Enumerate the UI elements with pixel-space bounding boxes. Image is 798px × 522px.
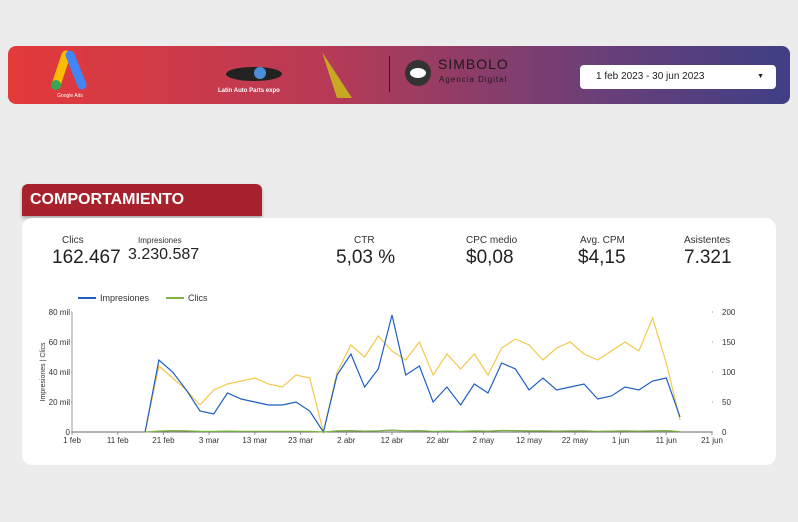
y-tick-label: 60 mil [49,338,71,347]
x-tick-label: 1 jun [612,436,629,445]
y-tick-label: 0 [66,428,71,437]
y-tick-label: 20 mil [49,398,71,407]
kpi-value: $0,08 [466,247,514,268]
legend-label: Impresiones [100,293,150,303]
y2-tick-label: 0 [722,428,727,437]
card [22,218,776,465]
x-tick-label: 11 feb [107,436,129,445]
kpi-value: 3.230.587 [128,246,200,263]
y2-tick-label: 150 [722,338,736,347]
x-tick-label: 3 mar [199,436,220,445]
y-tick-label: 40 mil [49,368,71,377]
brand-tagline: Agencia Digital [439,75,507,84]
x-tick-label: 2 may [473,436,495,445]
series-line [144,316,681,433]
x-tick-label: 22 may [562,436,588,445]
series-line [145,429,681,433]
y2-tick-label: 50 [722,398,731,407]
x-tick-label: 2 abr [337,436,356,445]
ads-logo-text: Google Ads [57,93,83,99]
x-tick-label: 23 mar [288,436,313,445]
y2-tick-label: 100 [722,368,736,377]
kpi-label: Asistentes [684,235,731,246]
series-line [144,314,681,434]
x-tick-label: 11 jun [656,436,677,445]
kpi-label: Clics [62,235,84,246]
x-tick-label: 22 abr [426,436,449,445]
ads-logo: Google Ads [51,50,87,99]
y-axis-label: Impresiones | Clics [40,342,47,402]
kpi-label: CPC medio [466,235,518,246]
kpi-label: CTR [354,235,375,246]
x-tick-label: 1 feb [63,436,81,445]
y-tick-label: 80 mil [49,308,71,317]
kpi-value: 5,03 % [336,247,396,268]
kpi-value: 162.467 [52,247,121,268]
kpi-label: Impresiones [138,236,182,245]
legend-label: Clics [188,293,208,303]
y2-tick-label: 200 [722,308,736,317]
brand-logo: SÍMBOLO Agencia Digital [405,58,509,86]
brand-name: SÍMBOLO [438,58,509,72]
date-range-picker[interactable]: 1 feb 2023 - 30 jun 2023 ▼ [580,65,776,89]
date-range: 1 feb 2023 - 30 jun 2023 [596,71,705,82]
partner-logo-text: Latin Auto Parts expo [218,88,280,94]
kpi-value: $4,15 [578,247,626,268]
kpi-value: 7.321 [684,247,732,268]
dropdown-arrow: ▼ [757,73,764,80]
x-tick-label: 13 mar [242,436,267,445]
x-tick-label: 12 may [516,436,542,445]
partner-logo: Latin Auto Parts expo [218,52,352,98]
divider [389,56,390,92]
kpi-label: Avg. CPM [580,235,625,246]
x-tick-label: 21 feb [152,436,175,445]
x-tick-label: 12 abr [381,436,404,445]
x-tick-label: 21 jun [701,436,723,445]
